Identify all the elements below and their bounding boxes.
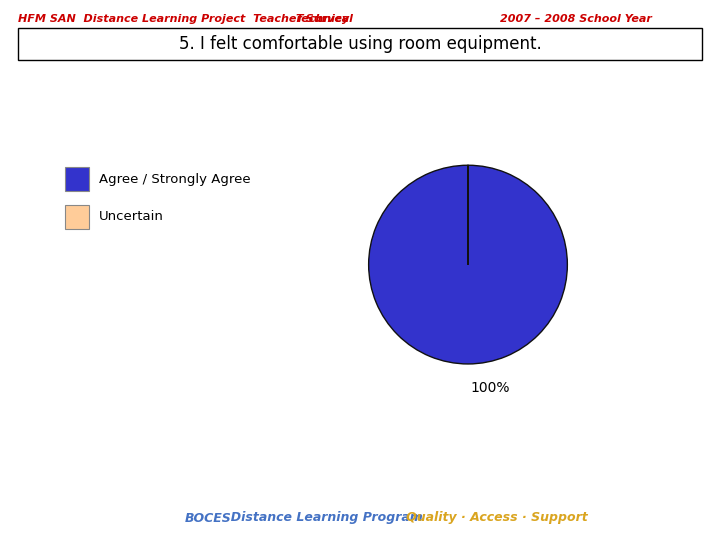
FancyBboxPatch shape [65,205,89,229]
Text: HFM SAN  Distance Learning Project  Teacher Survey: HFM SAN Distance Learning Project Teache… [18,14,349,24]
Text: Uncertain: Uncertain [99,211,164,224]
Text: 5. I felt comfortable using room equipment.: 5. I felt comfortable using room equipme… [179,35,541,53]
FancyBboxPatch shape [18,28,702,60]
Text: BOCES: BOCES [185,511,232,524]
Wedge shape [369,165,567,364]
Text: 100%: 100% [470,381,510,395]
Text: Technical: Technical [295,14,353,24]
Text: 2007 – 2008 School Year: 2007 – 2008 School Year [500,14,652,24]
Text: Quality · Access · Support: Quality · Access · Support [393,511,588,524]
Text: Agree / Strongly Agree: Agree / Strongly Agree [99,172,251,186]
FancyBboxPatch shape [65,167,89,191]
Text: Distance Learning Program: Distance Learning Program [222,511,423,524]
